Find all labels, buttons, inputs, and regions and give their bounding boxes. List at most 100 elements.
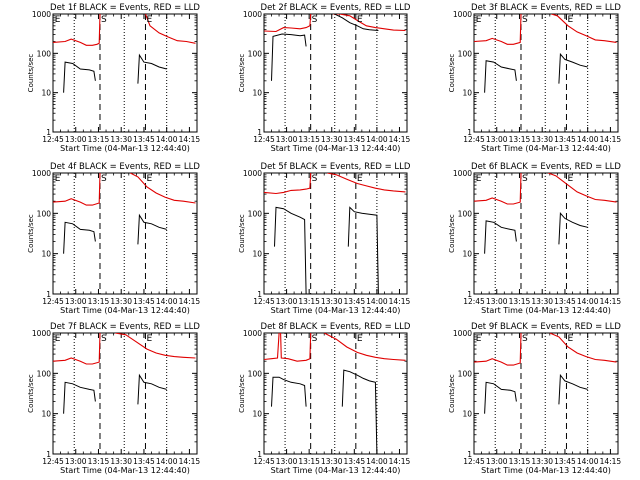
plot-title: Det 1f BLACK = Events, RED = LLD: [50, 3, 200, 13]
y-tick-label: 10: [462, 250, 472, 259]
x-tick-label: 13:45: [554, 457, 576, 466]
x-tick-label: 14:15: [179, 457, 201, 466]
y-tick-label: 100: [37, 209, 52, 218]
plot-frame: [52, 332, 198, 455]
panel-det-9: Det 9f BLACK = Events, RED = LLD 1 10 100 10…: [448, 322, 621, 475]
x-tick-label: 14:00: [366, 135, 388, 144]
x-tick-label: 12:45: [42, 297, 64, 306]
y-tick-label: 1000: [32, 169, 51, 178]
lld-series-line: [264, 333, 280, 361]
events-series-line: [558, 373, 588, 405]
marker-annotation: S: [101, 15, 107, 25]
x-tick-label: 12:45: [253, 457, 275, 466]
x-tick-label: 13:45: [344, 135, 366, 144]
y-axis-label: Counts/sec: [238, 214, 246, 253]
x-tick-label: 13:45: [133, 297, 155, 306]
events-series-line: [63, 381, 96, 414]
x-tick-label: 13:30: [110, 457, 132, 466]
marker-annotation: E: [55, 174, 61, 184]
x-tick-label: 14:15: [600, 457, 622, 466]
plot-frame: [263, 332, 408, 455]
y-tick-label: 1: [46, 290, 51, 299]
x-tick-label: 12:45: [42, 457, 64, 466]
lld-series-line: [53, 14, 101, 46]
x-tick-label: 13:00: [65, 297, 87, 306]
x-tick-label: 14:15: [600, 297, 622, 306]
lld-series-line: [280, 333, 312, 362]
x-axis-label: Start Time (04-Mar-13 12:44:40): [271, 306, 401, 315]
y-tick-label: 100: [458, 49, 473, 58]
marker-annotation: E: [476, 15, 482, 25]
x-tick-label: 13:30: [321, 457, 343, 466]
x-axis-label: Start Time (04-Mar-13 12:44:40): [481, 306, 611, 315]
y-tick-label: 1: [257, 290, 262, 299]
x-tick-label: 13:00: [65, 457, 87, 466]
panel-det-2: Det 2f BLACK = Events, RED = LLD 1 10 100 10…: [238, 3, 411, 153]
y-tick-label: 1: [46, 450, 51, 459]
lld-series-line: [130, 173, 196, 204]
x-tick-label: 12:45: [463, 457, 485, 466]
x-tick-label: 14:15: [179, 297, 201, 306]
y-tick-label: 10: [41, 410, 51, 419]
x-tick-label: 13:15: [88, 297, 110, 306]
y-tick-label: 100: [37, 369, 52, 378]
panel-det-1: Det 1f BLACK = Events, RED = LLD 1 10 100 10…: [27, 3, 200, 153]
panel-det-5: Det 5f BLACK = Events, RED = LLD 1 10 100 10…: [238, 162, 411, 315]
events-series-line: [334, 14, 379, 31]
y-tick-label: 1: [257, 128, 262, 137]
lld-series-line: [115, 333, 196, 359]
y-tick-label: 1000: [453, 10, 472, 19]
events-series-line: [341, 369, 378, 454]
y-axis-label: Counts/sec: [238, 374, 246, 413]
marker-annotation: E: [567, 15, 573, 25]
x-tick-label: 13:30: [110, 297, 132, 306]
y-tick-label: 10: [252, 410, 262, 419]
x-tick-label: 12:45: [42, 135, 64, 144]
events-series-line: [484, 60, 517, 93]
marker-annotation: S: [312, 15, 318, 25]
x-tick-label: 13:15: [509, 457, 531, 466]
y-tick-label: 1000: [453, 169, 472, 178]
lld-series-line: [548, 173, 617, 203]
marker-annotation: E: [567, 174, 573, 184]
y-tick-label: 1: [467, 128, 472, 137]
lld-series-line: [474, 333, 522, 366]
lld-series-line: [264, 173, 312, 195]
y-tick-label: 1: [467, 290, 472, 299]
events-series-line: [558, 52, 588, 84]
x-tick-label: 14:00: [577, 135, 599, 144]
lld-series-line: [474, 14, 522, 45]
x-tick-label: 13:00: [486, 457, 508, 466]
panel-det-7: Det 7f BLACK = Events, RED = LLD 1 10 100 10…: [27, 322, 200, 475]
x-tick-label: 13:00: [276, 297, 298, 306]
x-tick-label: 13:00: [276, 135, 298, 144]
marker-annotation: E: [357, 334, 363, 344]
x-tick-label: 13:15: [298, 135, 320, 144]
x-tick-label: 13:00: [276, 457, 298, 466]
events-series-line: [137, 213, 167, 245]
y-tick-label: 1000: [32, 10, 51, 19]
x-tick-label: 12:45: [463, 135, 485, 144]
marker-annotation: E: [476, 174, 482, 184]
y-tick-label: 10: [462, 410, 472, 419]
y-axis-label: Counts/sec: [27, 374, 35, 413]
plot-title: Det 8f BLACK = Events, RED = LLD: [261, 322, 411, 332]
events-series-line: [484, 220, 517, 254]
x-tick-label: 13:00: [65, 135, 87, 144]
x-tick-label: 13:45: [133, 135, 155, 144]
x-tick-label: 14:00: [156, 457, 178, 466]
x-tick-label: 13:15: [88, 457, 110, 466]
plot-frame: [263, 172, 408, 295]
plot-title: Det 7f BLACK = Events, RED = LLD: [50, 322, 200, 332]
x-tick-label: 13:30: [321, 297, 343, 306]
panel-det-3: Det 3f BLACK = Events, RED = LLD 1 10 100 10…: [448, 3, 621, 153]
events-series-line: [271, 376, 307, 407]
x-tick-label: 13:30: [321, 135, 343, 144]
x-axis-label: Start Time (04-Mar-13 12:44:40): [60, 144, 190, 153]
x-axis-label: Start Time (04-Mar-13 12:44:40): [481, 144, 611, 153]
lld-series-line: [323, 333, 406, 361]
x-tick-label: 13:00: [486, 297, 508, 306]
plot-frame: [473, 172, 619, 295]
lld-series-line: [333, 14, 406, 32]
